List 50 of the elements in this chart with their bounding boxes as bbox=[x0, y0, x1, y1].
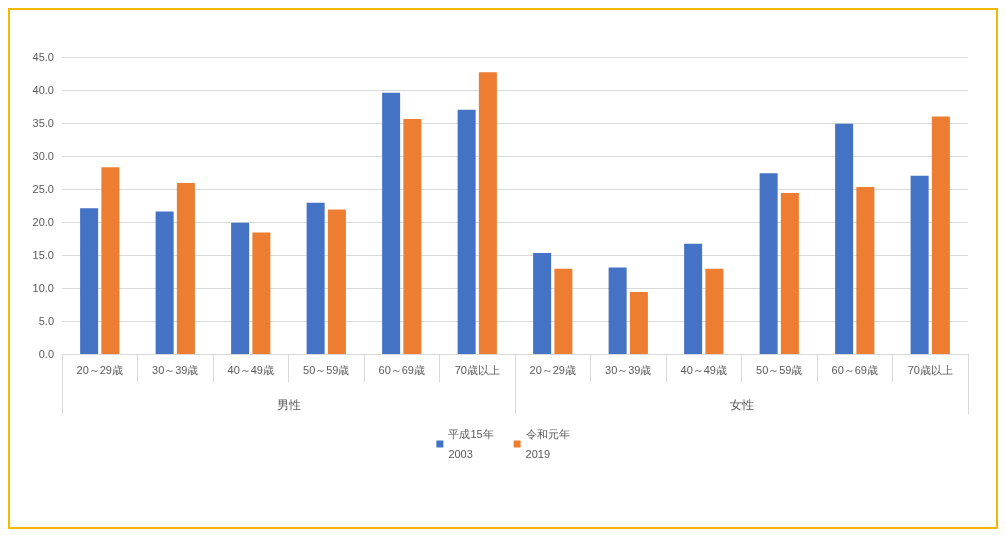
bar bbox=[403, 119, 422, 354]
bar bbox=[533, 253, 552, 354]
bar bbox=[252, 232, 271, 354]
bar bbox=[478, 72, 497, 354]
y-tick-label: 35.0 bbox=[32, 117, 54, 129]
x-tick-label: 60～69歳 bbox=[831, 363, 878, 376]
bar bbox=[231, 222, 250, 354]
y-tick-label: 30.0 bbox=[32, 150, 54, 162]
y-tick-label: 0.0 bbox=[38, 348, 54, 360]
y-tick-label: 25.0 bbox=[32, 183, 54, 195]
bar bbox=[457, 109, 476, 354]
bar bbox=[327, 209, 346, 354]
x-tick-label: 50～59歳 bbox=[756, 363, 803, 376]
bar bbox=[306, 202, 325, 354]
y-tick-label: 20.0 bbox=[32, 216, 54, 228]
bar bbox=[629, 291, 648, 354]
bar bbox=[780, 192, 799, 354]
x-tick-label: 40～49歳 bbox=[680, 363, 727, 376]
x-tick-label: 70歳以上 bbox=[907, 363, 953, 376]
text: 男性 bbox=[276, 398, 301, 412]
x-tick-label: 30～39歳 bbox=[605, 363, 652, 376]
bar bbox=[931, 116, 950, 354]
bar bbox=[101, 167, 120, 354]
x-tick-label: 40～49歳 bbox=[227, 363, 274, 376]
x-tick-label: 60～69歳 bbox=[378, 363, 425, 376]
legend-label: 平成15年 2003 bbox=[448, 428, 494, 460]
bar bbox=[155, 211, 174, 354]
bar bbox=[554, 268, 573, 354]
y-tick-label: 45.0 bbox=[32, 51, 54, 63]
x-tick-label: 30～39歳 bbox=[152, 363, 199, 376]
bar bbox=[705, 268, 724, 354]
bar bbox=[684, 243, 703, 354]
bar bbox=[910, 175, 929, 354]
x-tick-label: 20～29歳 bbox=[529, 363, 576, 376]
bar bbox=[759, 173, 778, 354]
bar bbox=[608, 267, 627, 354]
bar bbox=[856, 187, 875, 354]
text: 女性 bbox=[729, 398, 754, 412]
bar bbox=[835, 123, 854, 354]
x-tick-label: 70歳以上 bbox=[454, 363, 500, 376]
x-tick-label: 20～29歳 bbox=[76, 363, 123, 376]
y-tick-label: 40.0 bbox=[32, 84, 54, 96]
y-tick-label: 5.0 bbox=[38, 315, 54, 327]
y-tick-label: 10.0 bbox=[32, 282, 54, 294]
bar bbox=[382, 92, 401, 354]
legend-label: 令和元年 2019 bbox=[525, 428, 570, 460]
y-tick-label: 15.0 bbox=[32, 249, 54, 261]
bar bbox=[80, 208, 99, 354]
x-tick-label: 50～59歳 bbox=[303, 363, 350, 376]
bar bbox=[176, 183, 195, 354]
